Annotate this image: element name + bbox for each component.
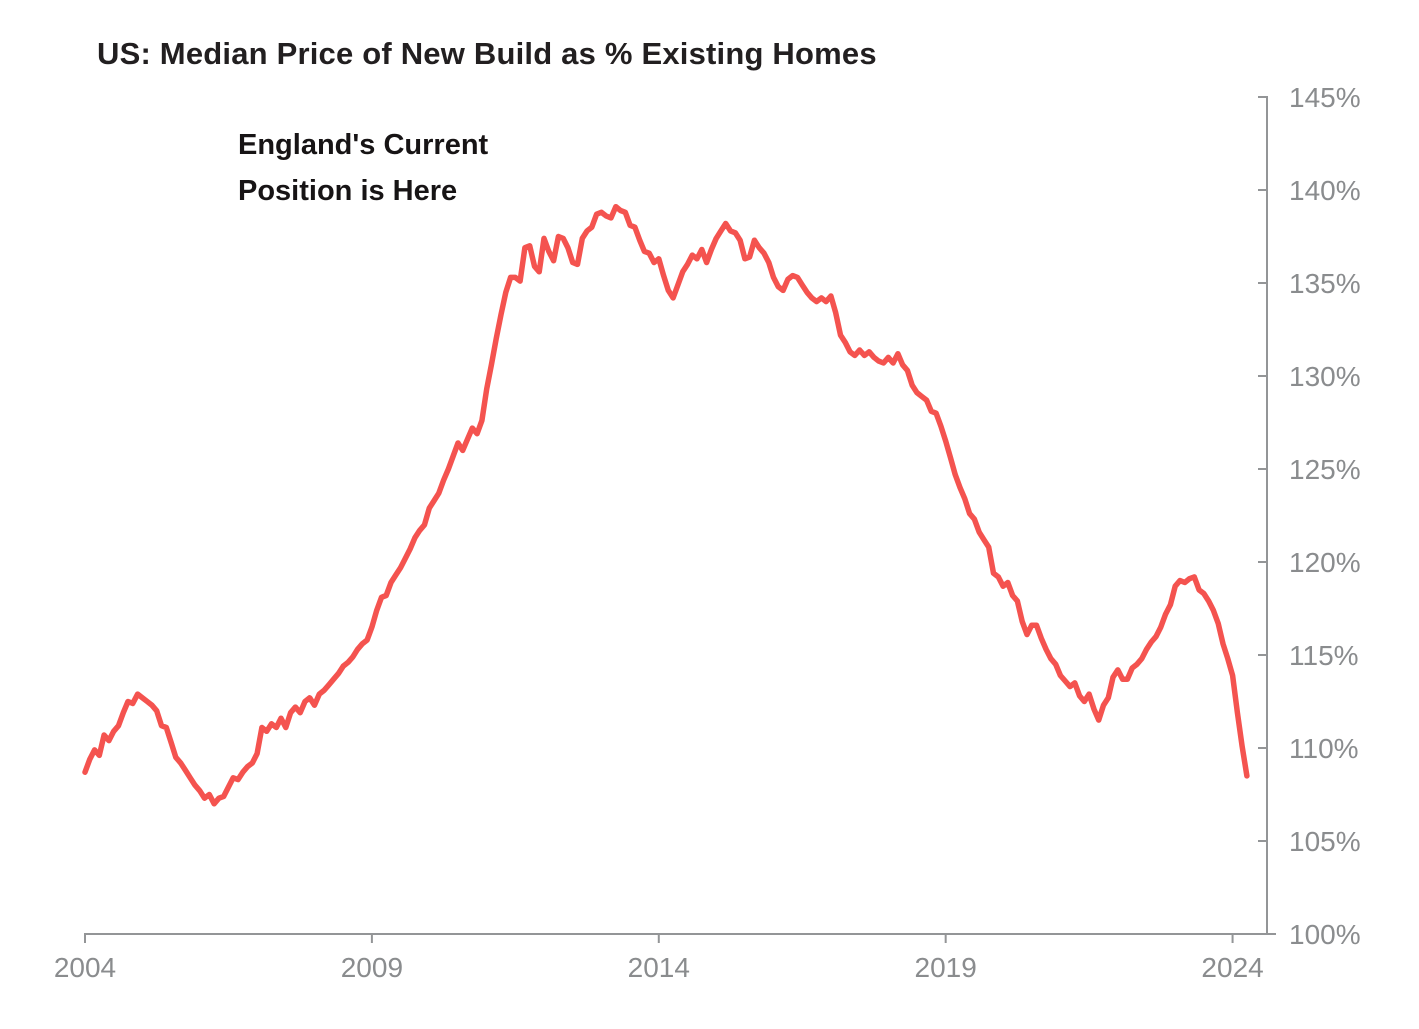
- x-tick-label: 2019: [915, 952, 977, 983]
- x-tick-label: 2009: [341, 952, 403, 983]
- chart-annotation: England's Current Position is Here: [238, 122, 488, 214]
- x-tick-label: 2004: [54, 952, 116, 983]
- axes: [84, 96, 1276, 943]
- x-tick-label: 2024: [1201, 952, 1263, 983]
- y-tick-label: 120%: [1289, 547, 1361, 578]
- y-tick-label: 145%: [1289, 82, 1361, 113]
- y-tick-label: 135%: [1289, 268, 1361, 299]
- y-tick-label: 140%: [1289, 175, 1361, 206]
- y-tick-label: 105%: [1289, 826, 1361, 857]
- x-tick-label: 2014: [628, 952, 690, 983]
- annotation-line-1: England's Current: [238, 129, 489, 161]
- chart-title: US: Median Price of New Build as % Exist…: [97, 36, 877, 71]
- y-tick-label: 115%: [1289, 640, 1359, 671]
- data-line: [82, 203, 1250, 807]
- y-tick-label: 100%: [1289, 919, 1361, 950]
- annotation-line-2: Position is Here: [238, 175, 458, 207]
- y-tick-label: 130%: [1289, 361, 1361, 392]
- y-tick-label: 110%: [1289, 733, 1359, 764]
- y-tick-label: 125%: [1289, 454, 1361, 485]
